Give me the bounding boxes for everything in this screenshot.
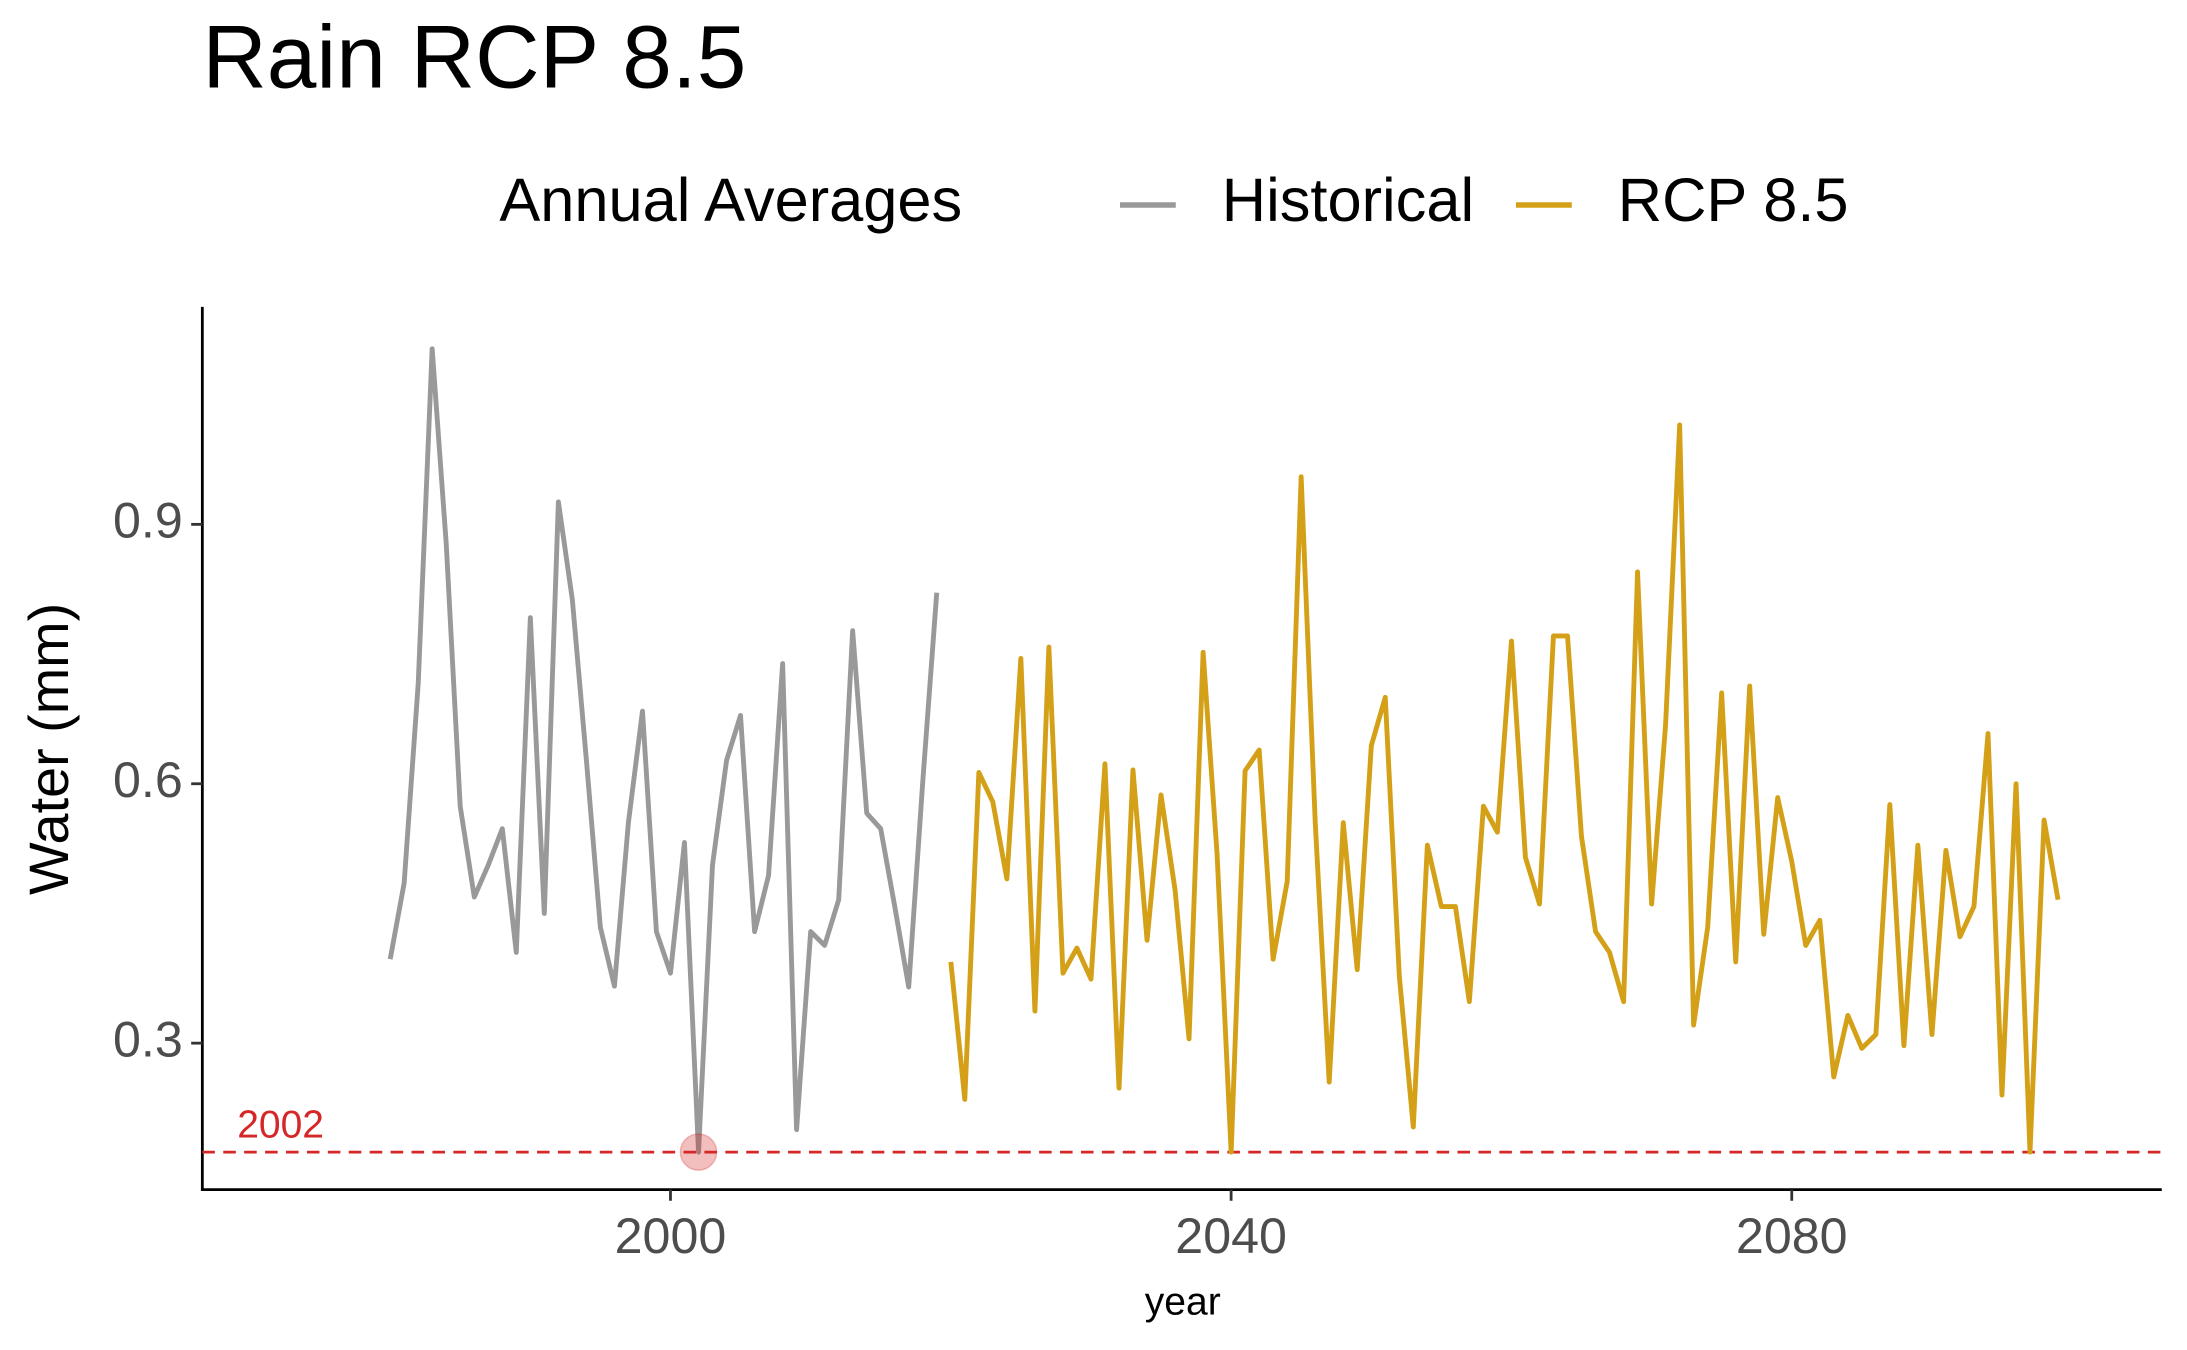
y-tick-label: 0.3	[113, 1011, 183, 1067]
series-line	[948, 422, 2061, 1155]
y-axis-label: Water (mm)	[18, 603, 80, 895]
x-tick-label: 2040	[1175, 1208, 1287, 1264]
y-tick-label: 0.9	[113, 493, 183, 549]
x-tick-label: 2080	[1736, 1208, 1848, 1264]
highlight-point	[679, 1133, 718, 1171]
legend-title: Annual Averages	[499, 166, 962, 235]
chart-title: Rain RCP 8.5	[202, 7, 746, 107]
legend-label: Historical	[1222, 166, 1474, 235]
series-line	[387, 346, 940, 1155]
x-tick-label: 2000	[615, 1208, 727, 1264]
reference-label: 2002	[237, 1103, 324, 1146]
y-tick-label: 0.6	[113, 752, 183, 808]
x-axis-label: year	[1145, 1280, 1221, 1323]
legend-label: RCP 8.5	[1618, 166, 1849, 235]
